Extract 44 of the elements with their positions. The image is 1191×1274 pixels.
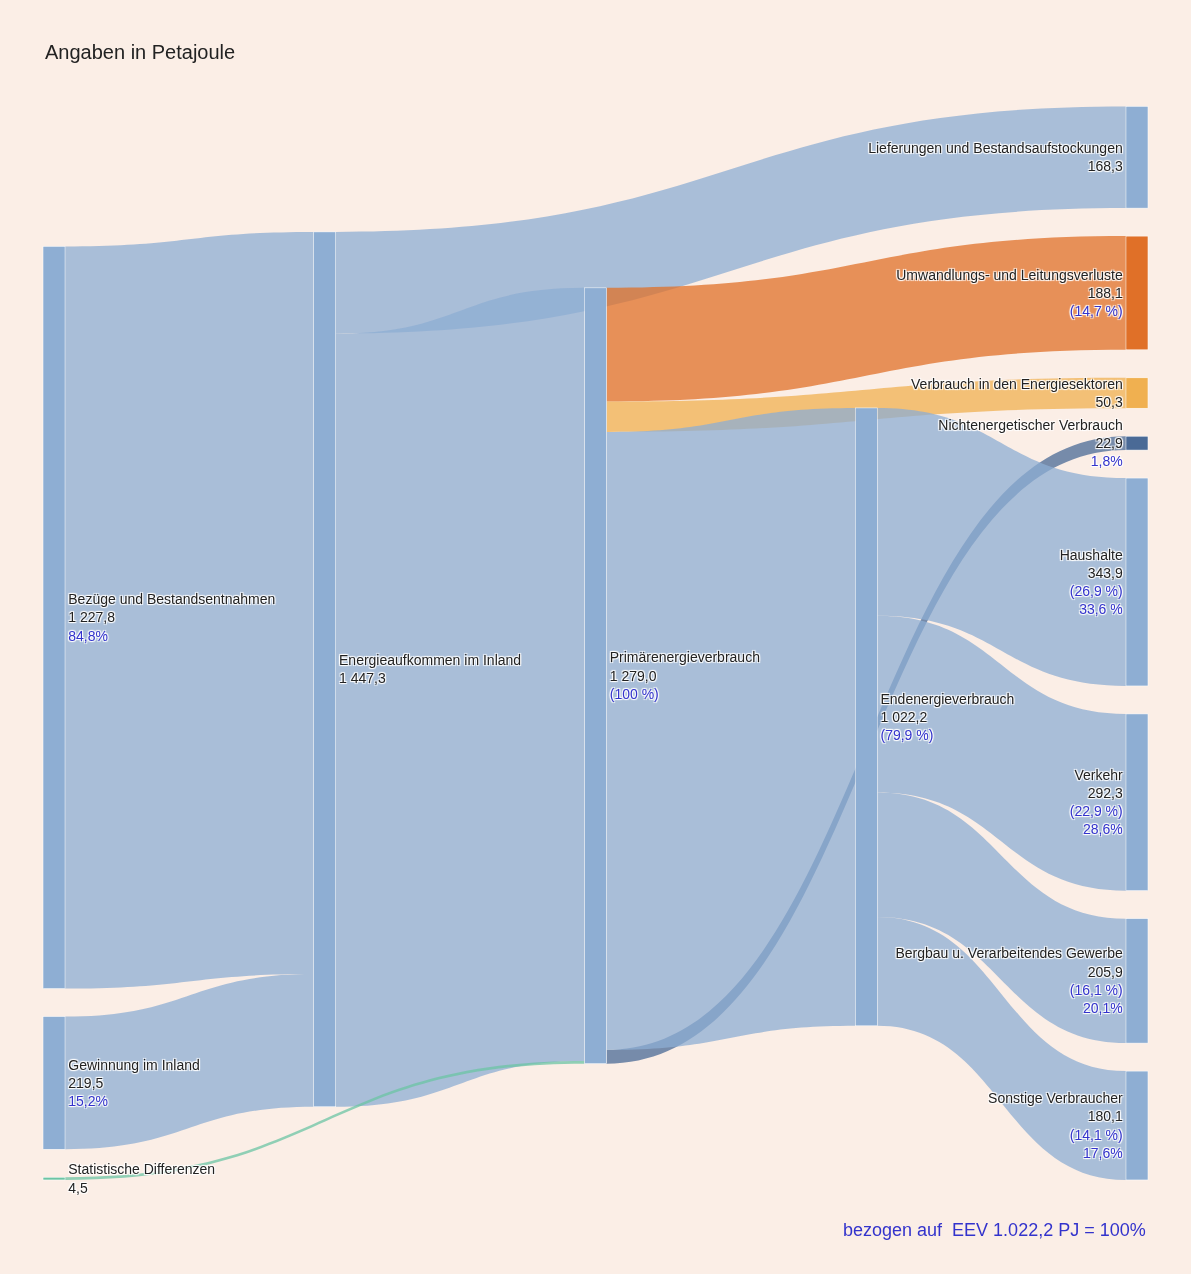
text: Angaben in Petajoule [45, 41, 236, 63]
text: 1,8% [1090, 453, 1123, 470]
category-label: Primärenergieverbrauch [609, 649, 760, 666]
category-label: Endenergieverbrauch [880, 690, 1015, 707]
data-label: 188,1 [1087, 284, 1123, 301]
category-label: Sonstige Verbraucher [988, 1090, 1124, 1107]
text: (16,1 %) [1069, 981, 1123, 998]
category-label: Gewinnung im Inland [68, 1056, 200, 1073]
category-label: Energieaufkommen im Inland [339, 652, 522, 669]
data-label: 1 447,3 [339, 670, 386, 687]
text: (14,1 %) [1069, 1126, 1123, 1143]
data-label: 205,9 [1087, 963, 1123, 980]
text: 28,6% [1083, 821, 1123, 838]
text: 84,8% [68, 627, 108, 644]
text: 15,2% [68, 1093, 108, 1109]
data-label: 22,9 [1095, 435, 1123, 452]
data-label: 4,5 [68, 1179, 88, 1196]
text: (26,9 %) [1069, 583, 1123, 599]
data-label: 50,3 [1095, 394, 1123, 411]
text: (100 %) [609, 685, 659, 702]
text: (22,9 %) [1069, 803, 1123, 820]
data-label: 292,3 [1087, 785, 1123, 802]
data-label: 1 022,2 [880, 708, 928, 725]
data-label: 1 227,8 [68, 609, 116, 626]
category-label: Verbrauch in den Energiesektoren [911, 375, 1123, 392]
data-label: 180,1 [1087, 1108, 1123, 1125]
text: bezogen auf EEV 1.022,2 PJ = 100% [843, 1220, 1146, 1240]
category-label: Bergbau u. Verarbeitendes Gewerbe [895, 945, 1123, 962]
category-label: Haushalte [1059, 546, 1123, 563]
text: (14,7 %) [1069, 303, 1123, 320]
category-label: Bezüge und Bestandsentnahmen [68, 591, 276, 608]
text: 33,6 % [1079, 601, 1123, 618]
category-label: Statistische Differenzen [68, 1161, 216, 1178]
category-label: Umwandlungs- und Leitungsverluste [896, 266, 1123, 283]
category-label: Lieferungen und Bestandsaufstockungen [868, 140, 1123, 157]
text: (79,9 %) [880, 726, 934, 743]
category-label: Nichtenergetischer Verbrauch [938, 416, 1123, 433]
data-label: 219,5 [68, 1074, 104, 1091]
category-label: Verkehr [1074, 766, 1124, 783]
text: 20,1% [1083, 1000, 1123, 1017]
data-label: 168,3 [1087, 158, 1123, 175]
text: 17,6% [1083, 1144, 1123, 1161]
data-label: 1 279,0 [609, 667, 657, 684]
data-label: 343,9 [1087, 564, 1123, 581]
